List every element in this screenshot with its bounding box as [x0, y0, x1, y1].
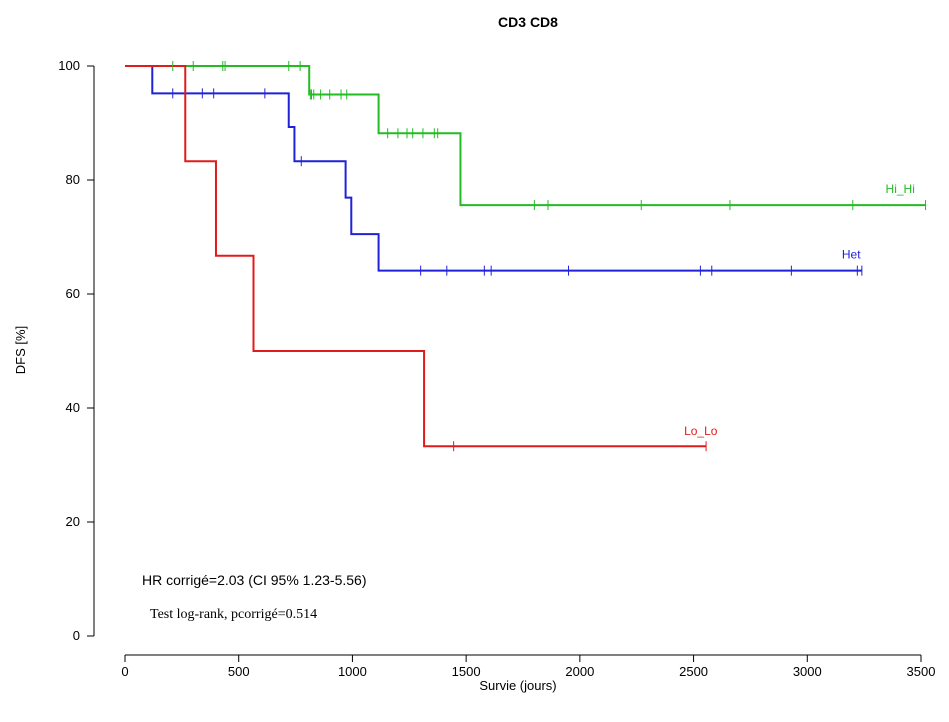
series-label: Het — [842, 248, 861, 262]
y-tick-label: 0 — [73, 628, 80, 643]
x-tick-label: 1500 — [452, 664, 481, 679]
survival-curve — [125, 65, 862, 272]
x-tick-label: 3500 — [907, 664, 936, 679]
x-tick-label: 1000 — [338, 664, 367, 679]
x-tick-label: 0 — [121, 664, 128, 679]
series-label: Hi_Hi — [886, 182, 915, 196]
y-axis-label: DFS [%] — [13, 326, 28, 374]
logrank-annotation: Test log-rank, pcorrigé=0.514 — [150, 607, 317, 622]
x-axis-label: Survie (jours) — [479, 678, 556, 693]
y-tick-label: 20 — [66, 514, 80, 529]
x-tick-label: 2000 — [565, 664, 594, 679]
survival-curve — [125, 65, 707, 448]
survival-curves — [125, 65, 926, 448]
y-tick-label: 60 — [66, 286, 80, 301]
x-tick-label: 500 — [228, 664, 250, 679]
y-tick-label: 100 — [58, 58, 80, 73]
survival-curve — [125, 65, 926, 207]
series-label: Lo_Lo — [684, 424, 718, 438]
x-tick-label: 2500 — [679, 664, 708, 679]
censor-marks — [172, 61, 927, 452]
hr-annotation: HR corrigé=2.03 (CI 95% 1.23-5.56) — [142, 572, 367, 588]
y-tick-label: 40 — [66, 400, 80, 415]
x-tick-label: 3000 — [793, 664, 822, 679]
y-tick-label: 80 — [66, 172, 80, 187]
series-labels: Hi_Hi Het Lo_Lo — [684, 182, 915, 438]
axes: 0 500 1000 1500 2000 2500 3000 3500 0 20 40 60 80 100 — [58, 58, 935, 679]
chart-title: CD3 CD8 — [498, 14, 558, 30]
